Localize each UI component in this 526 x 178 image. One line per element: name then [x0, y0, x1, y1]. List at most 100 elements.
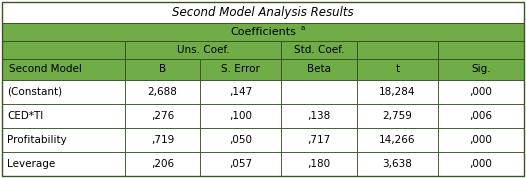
Bar	[438, 41, 524, 59]
Text: 2,759: 2,759	[382, 111, 412, 121]
Text: S. Error: S. Error	[221, 64, 260, 74]
Bar	[2, 2, 524, 23]
Bar	[2, 152, 125, 176]
Bar	[357, 59, 438, 80]
Text: (Constant): (Constant)	[7, 87, 62, 97]
Text: ,057: ,057	[229, 159, 252, 169]
Bar	[2, 80, 125, 104]
Bar	[125, 104, 200, 128]
Bar	[125, 41, 281, 59]
Text: 2,688: 2,688	[148, 87, 177, 97]
Bar	[200, 59, 281, 80]
Bar	[125, 152, 200, 176]
Bar	[2, 23, 524, 41]
Text: 18,284: 18,284	[379, 87, 416, 97]
Bar	[438, 80, 524, 104]
Bar	[281, 41, 357, 59]
Bar	[200, 80, 281, 104]
Bar	[438, 128, 524, 152]
Bar	[438, 59, 524, 80]
Bar	[357, 128, 438, 152]
Text: ,206: ,206	[151, 159, 174, 169]
Bar	[438, 104, 524, 128]
Bar	[357, 41, 438, 59]
Bar	[281, 128, 357, 152]
Bar	[200, 128, 281, 152]
Bar	[281, 41, 357, 59]
Text: ,100: ,100	[229, 111, 252, 121]
Text: Sig.: Sig.	[471, 64, 491, 74]
Text: a: a	[301, 25, 305, 31]
Bar	[200, 104, 281, 128]
Bar	[2, 104, 125, 128]
Bar	[281, 104, 357, 128]
Text: ,147: ,147	[229, 87, 252, 97]
Bar	[281, 152, 357, 176]
Text: CED*TI: CED*TI	[7, 111, 43, 121]
Text: ,050: ,050	[229, 135, 252, 145]
Bar	[200, 59, 281, 80]
Text: ,000: ,000	[470, 135, 492, 145]
Bar	[200, 128, 281, 152]
Text: Profitability: Profitability	[7, 135, 67, 145]
Text: ,006: ,006	[469, 111, 492, 121]
Bar	[438, 128, 524, 152]
Bar	[125, 59, 200, 80]
Text: t: t	[396, 64, 399, 74]
Bar	[438, 41, 524, 59]
Bar	[281, 80, 357, 104]
Bar	[2, 128, 125, 152]
Bar	[281, 152, 357, 176]
Bar	[357, 152, 438, 176]
Text: B: B	[159, 64, 166, 74]
Text: Second Model Analysis Results: Second Model Analysis Results	[172, 6, 354, 19]
Text: ,000: ,000	[470, 87, 492, 97]
Bar	[2, 80, 125, 104]
Bar	[357, 41, 438, 59]
Text: Beta: Beta	[307, 64, 331, 74]
Bar	[125, 128, 200, 152]
Text: ,719: ,719	[151, 135, 174, 145]
Bar	[357, 104, 438, 128]
Bar	[2, 41, 125, 59]
Bar	[281, 59, 357, 80]
Bar	[200, 152, 281, 176]
Bar	[200, 104, 281, 128]
Bar	[438, 80, 524, 104]
Bar	[125, 128, 200, 152]
Bar	[200, 152, 281, 176]
Bar	[438, 152, 524, 176]
Bar	[357, 104, 438, 128]
Bar	[438, 59, 524, 80]
Bar	[2, 59, 125, 80]
Bar	[281, 128, 357, 152]
Text: Coefficients: Coefficients	[230, 27, 296, 37]
Text: ,000: ,000	[470, 159, 492, 169]
Text: 14,266: 14,266	[379, 135, 416, 145]
Bar	[438, 152, 524, 176]
Bar	[125, 80, 200, 104]
Bar	[125, 152, 200, 176]
Bar	[2, 152, 125, 176]
Bar	[2, 23, 524, 41]
Bar	[357, 80, 438, 104]
Text: ,180: ,180	[308, 159, 331, 169]
Bar	[357, 59, 438, 80]
Bar	[125, 59, 200, 80]
Bar	[125, 104, 200, 128]
Bar	[357, 80, 438, 104]
Text: Uns. Coef.: Uns. Coef.	[177, 45, 229, 55]
Text: Leverage: Leverage	[7, 159, 55, 169]
Bar	[2, 41, 125, 59]
Text: Std. Coef.: Std. Coef.	[294, 45, 345, 55]
Text: 3,638: 3,638	[382, 159, 412, 169]
Bar	[438, 104, 524, 128]
Bar	[357, 128, 438, 152]
Bar	[357, 152, 438, 176]
Text: ,276: ,276	[151, 111, 174, 121]
Bar	[125, 41, 281, 59]
Text: ,138: ,138	[308, 111, 331, 121]
Bar	[200, 80, 281, 104]
Text: ,717: ,717	[308, 135, 331, 145]
Bar	[281, 80, 357, 104]
